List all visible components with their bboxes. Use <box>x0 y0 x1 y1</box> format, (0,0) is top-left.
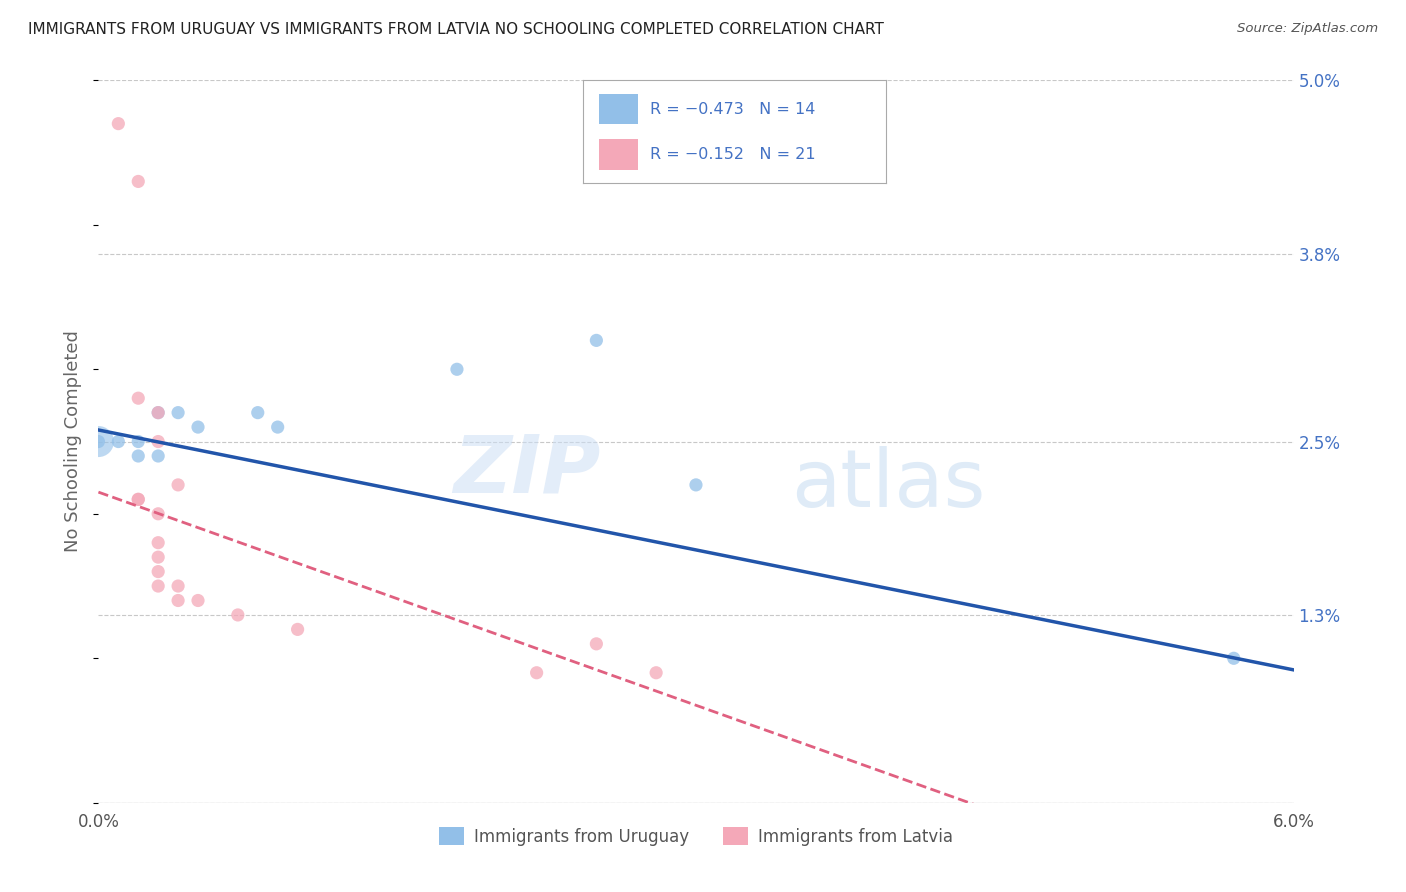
Point <box>107 434 129 449</box>
Point <box>127 492 149 507</box>
Point <box>167 478 190 492</box>
Point <box>148 535 170 549</box>
Point <box>148 550 170 565</box>
Text: Source: ZipAtlas.com: Source: ZipAtlas.com <box>1237 22 1378 36</box>
Point <box>446 362 468 376</box>
Point <box>148 406 170 420</box>
Point <box>148 565 170 579</box>
Point <box>226 607 249 622</box>
Bar <box>599 94 638 124</box>
Text: R = −0.152   N = 21: R = −0.152 N = 21 <box>650 146 815 161</box>
Point <box>167 593 190 607</box>
Point <box>107 117 129 131</box>
Text: R = −0.473   N = 14: R = −0.473 N = 14 <box>650 102 815 117</box>
Point <box>127 449 149 463</box>
Point <box>246 406 269 420</box>
Point <box>127 174 149 188</box>
Point <box>148 507 170 521</box>
Point <box>127 391 149 405</box>
Point <box>167 406 190 420</box>
Point <box>1223 651 1246 665</box>
Point <box>148 434 170 449</box>
Legend: Immigrants from Uruguay, Immigrants from Latvia: Immigrants from Uruguay, Immigrants from… <box>433 821 959 852</box>
Point <box>187 420 209 434</box>
Point <box>187 593 209 607</box>
Text: IMMIGRANTS FROM URUGUAY VS IMMIGRANTS FROM LATVIA NO SCHOOLING COMPLETED CORRELA: IMMIGRANTS FROM URUGUAY VS IMMIGRANTS FR… <box>28 22 884 37</box>
Point <box>148 579 170 593</box>
Point <box>87 434 110 449</box>
Point <box>127 434 149 449</box>
Point <box>127 492 149 507</box>
Point <box>167 579 190 593</box>
Point <box>148 406 170 420</box>
Point <box>148 449 170 463</box>
Point <box>287 623 309 637</box>
Text: atlas: atlas <box>792 446 986 524</box>
Point <box>645 665 668 680</box>
Point <box>685 478 707 492</box>
Point <box>87 434 110 449</box>
Y-axis label: No Schooling Completed: No Schooling Completed <box>65 331 83 552</box>
Point <box>585 637 607 651</box>
Point <box>526 665 548 680</box>
Text: ZIP: ZIP <box>453 432 600 509</box>
Bar <box>599 139 638 169</box>
Point <box>585 334 607 348</box>
Point <box>267 420 290 434</box>
